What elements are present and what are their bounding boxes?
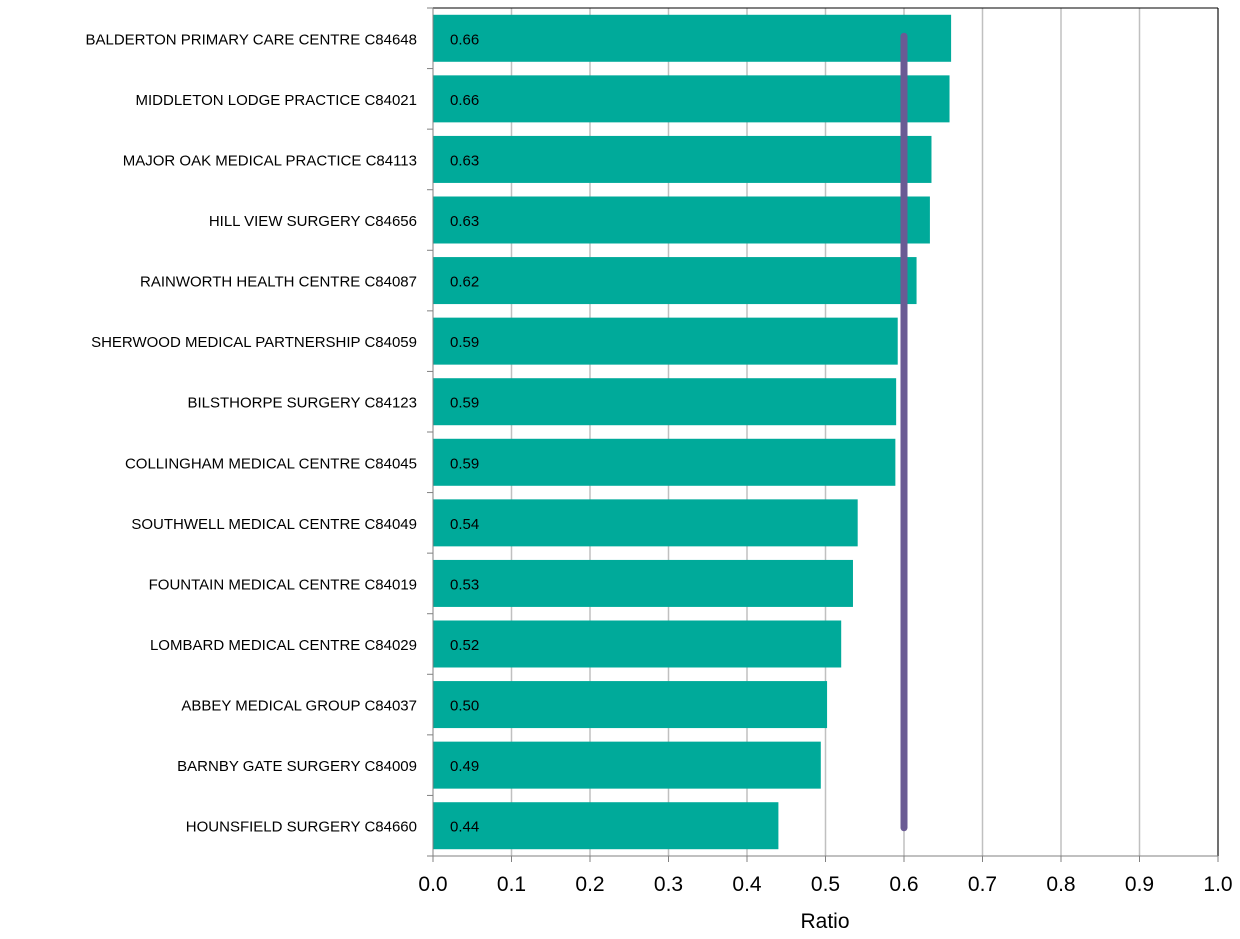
bar: [433, 438, 896, 486]
category-label: BALDERTON PRIMARY CARE CENTRE C84648: [85, 31, 417, 48]
x-tick-label: 0.5: [811, 873, 840, 896]
bar-value-label: 0.63: [450, 152, 479, 169]
bar-value-label: 0.52: [450, 637, 479, 654]
category-label: LOMBARD MEDICAL CENTRE C84029: [150, 637, 417, 654]
bar: [433, 741, 821, 789]
bar: [433, 257, 917, 305]
bar-value-label: 0.50: [450, 698, 479, 715]
bars: [433, 14, 952, 850]
x-tick-label: 1.0: [1203, 873, 1232, 896]
bar: [433, 378, 897, 426]
grid-lines: [510, 8, 1219, 856]
category-label: ABBEY MEDICAL GROUP C84037: [181, 698, 417, 715]
bar-value-label: 0.59: [450, 334, 479, 351]
category-label: MIDDLETON LODGE PRACTICE C84021: [136, 92, 417, 109]
x-tick-label: 0.6: [889, 873, 918, 896]
bar-value-label: 0.62: [450, 274, 479, 291]
bar-value-label: 0.44: [450, 819, 479, 836]
bar-value-label: 0.63: [450, 213, 479, 230]
x-tick-label: 0.7: [968, 873, 997, 896]
x-tick-label: 0.4: [732, 873, 762, 896]
x-tick-label: 0.8: [1046, 873, 1075, 896]
bar-value-label: 0.59: [450, 395, 479, 412]
bar-value-label: 0.49: [450, 758, 479, 775]
category-label: BILSTHORPE SURGERY C84123: [187, 395, 417, 412]
bar-value-label: 0.66: [450, 92, 479, 109]
bar: [433, 75, 950, 123]
category-label: HOUNSFIELD SURGERY C84660: [186, 819, 417, 836]
x-tick-label: 0.2: [575, 873, 604, 896]
bar: [433, 317, 898, 365]
bar: [433, 499, 858, 547]
bar-value-label: 0.66: [450, 31, 479, 48]
bar: [433, 135, 932, 183]
category-label: HILL VIEW SURGERY C84656: [209, 213, 417, 230]
category-label: SHERWOOD MEDICAL PARTNERSHIP C84059: [91, 334, 417, 351]
category-label: FOUNTAIN MEDICAL CENTRE C84019: [149, 576, 417, 593]
category-label: SOUTHWELL MEDICAL CENTRE C84049: [131, 516, 417, 533]
bar: [433, 681, 828, 729]
axes: [427, 7, 1219, 862]
bar: [433, 802, 779, 850]
category-label: COLLINGHAM MEDICAL CENTRE C84045: [125, 455, 417, 472]
x-tick-label: 0.0: [418, 873, 447, 896]
category-label: MAJOR OAK MEDICAL PRACTICE C84113: [123, 152, 417, 169]
bar-value-label: 0.53: [450, 576, 479, 593]
x-tick-label: 0.1: [497, 873, 526, 896]
bar: [433, 196, 930, 244]
x-axis-title: Ratio: [800, 910, 849, 933]
bar: [433, 620, 842, 668]
bar: [433, 14, 952, 62]
bar-value-label: 0.54: [450, 516, 479, 533]
x-tick-label: 0.9: [1125, 873, 1154, 896]
category-label: BARNBY GATE SURGERY C84009: [177, 758, 417, 775]
x-tick-label: 0.3: [654, 873, 683, 896]
bar: [433, 559, 853, 607]
bar-value-label: 0.59: [450, 455, 479, 472]
category-label: RAINWORTH HEALTH CENTRE C84087: [140, 274, 417, 291]
labels: 0.0 0.1 0.2 0.3 0.4 0.5 0.6 0.7 0.8 0.9 1.0 0.66 BAL…: [85, 31, 1232, 896]
